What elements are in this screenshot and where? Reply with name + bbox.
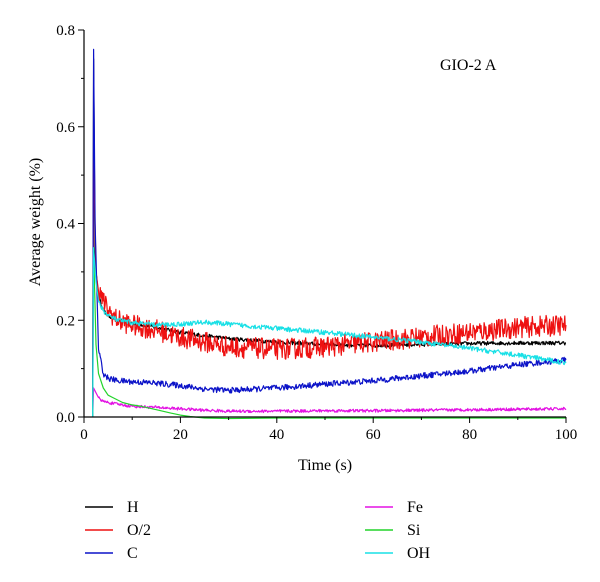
x-tick-label: 0 bbox=[80, 427, 88, 443]
legend-label: C bbox=[127, 545, 138, 562]
y-axis-label: Average weight (%) bbox=[27, 158, 44, 287]
legend-label: O/2 bbox=[127, 522, 151, 539]
series-line-3 bbox=[92, 387, 567, 418]
axes: 0 20 40 60 80 100 0.0 0.2 0.4 0.6 0.8 bbox=[56, 23, 577, 443]
legend-label: OH bbox=[407, 545, 431, 562]
y-tick-label: 0.0 bbox=[56, 410, 75, 426]
x-tick-label: 80 bbox=[462, 427, 477, 443]
series-line-4 bbox=[92, 247, 566, 420]
y-tick-label: 0.2 bbox=[56, 313, 75, 329]
plot-lines bbox=[92, 48, 567, 420]
x-axis-label: Time (s) bbox=[298, 457, 352, 474]
y-tick-label: 0.8 bbox=[56, 23, 75, 39]
x-tick-label: 20 bbox=[173, 427, 188, 443]
legend-label: H bbox=[127, 499, 139, 516]
series-line-1 bbox=[92, 150, 567, 418]
legend-label: Fe bbox=[407, 499, 423, 516]
x-tick-label: 100 bbox=[555, 427, 578, 443]
x-tick-label: 60 bbox=[366, 427, 381, 443]
legend-label: Si bbox=[407, 522, 421, 539]
y-tick-label: 0.4 bbox=[56, 217, 75, 233]
legend: H O/2 C Fe Si OH bbox=[85, 499, 431, 562]
x-tick-label: 40 bbox=[269, 427, 284, 443]
y-tick-label: 0.6 bbox=[56, 120, 75, 136]
series-line-2 bbox=[92, 48, 567, 418]
series-line-0 bbox=[92, 58, 566, 418]
chart-annotation: GIO-2 A bbox=[440, 57, 497, 74]
series-line-5 bbox=[92, 247, 567, 418]
